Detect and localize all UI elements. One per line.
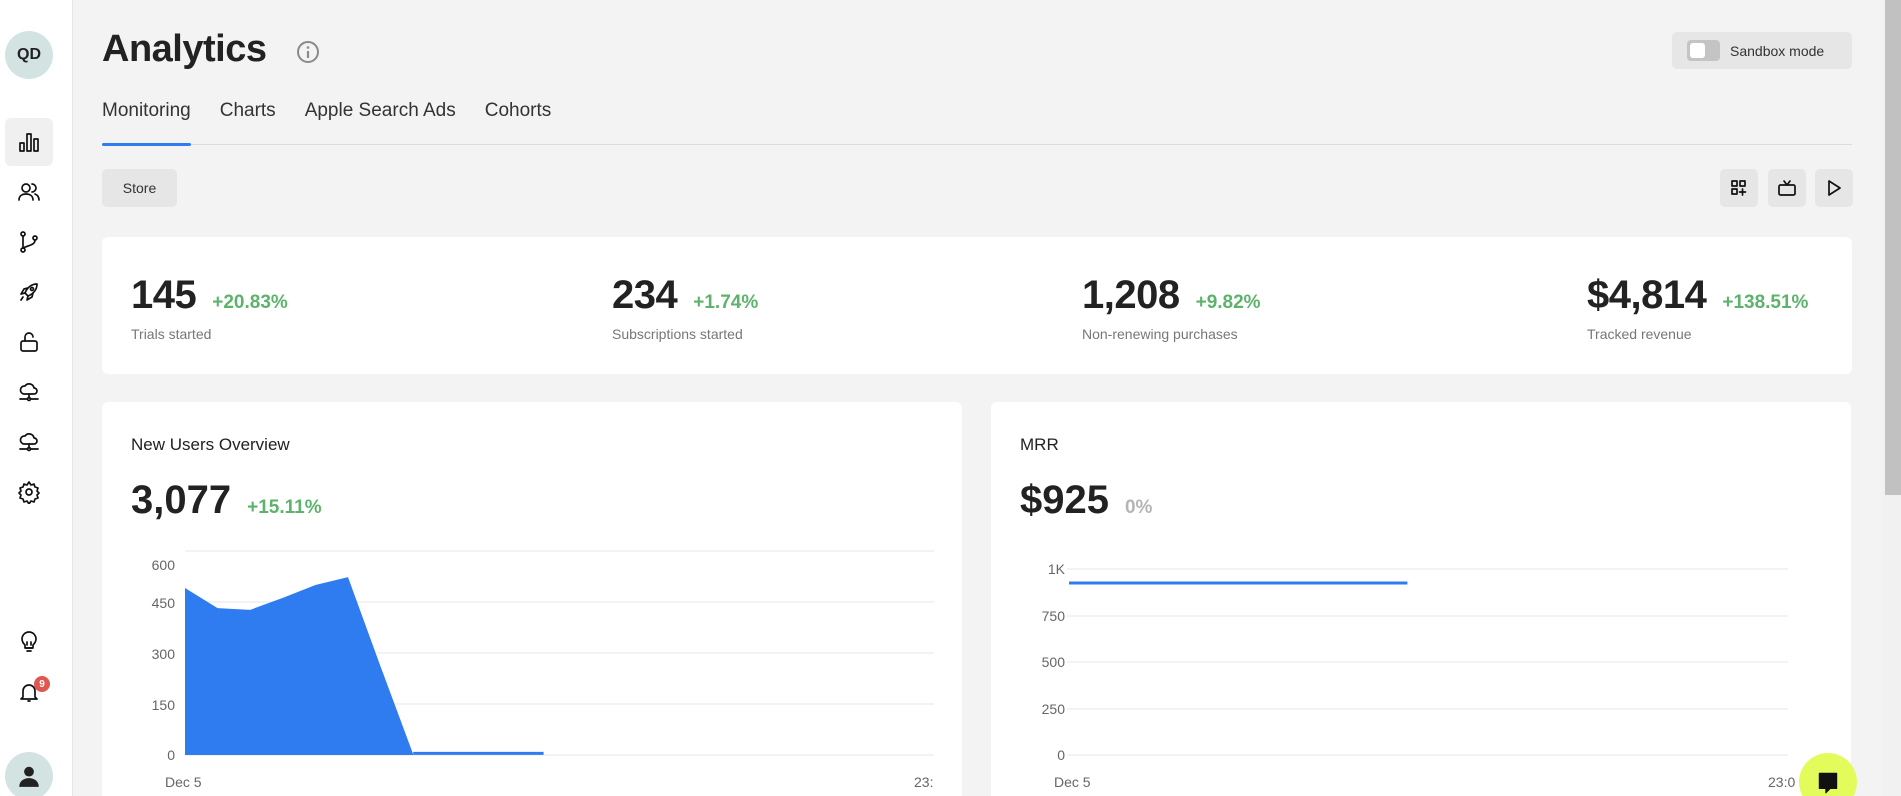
sidebar-item-integrations[interactable] <box>5 218 53 266</box>
kpi-value: $4,814 <box>1587 273 1707 317</box>
org-initials: QD <box>17 46 41 63</box>
tv-icon <box>1778 180 1796 196</box>
rocket-icon <box>20 283 38 301</box>
tab-bar: Monitoring Charts Apple Search Ads Cohor… <box>102 96 1852 146</box>
unlock-icon <box>20 332 38 352</box>
scrollbar-thumb[interactable] <box>1885 0 1901 495</box>
svg-text:450: 450 <box>152 595 176 611</box>
svg-text:500: 500 <box>1042 654 1066 670</box>
sidebar-item-entitlements[interactable] <box>5 318 53 366</box>
svg-text:750: 750 <box>1042 608 1066 624</box>
mrr-card[interactable]: MRR $925 0% 1K 750 500 250 0 Dec 5 23:0 <box>991 402 1851 796</box>
area-series <box>185 577 414 755</box>
svg-text:0: 0 <box>167 747 175 763</box>
sidebar-item-analytics[interactable] <box>5 118 53 166</box>
kpi-delta: +20.83% <box>212 292 288 313</box>
sidebar-item-cloud-b[interactable] <box>5 418 53 466</box>
new-users-overview-card[interactable]: New Users Overview 3,077 +15.11% 600 450… <box>102 402 962 796</box>
chat-icon <box>1818 772 1838 794</box>
kpi-delta: +138.51% <box>1722 292 1809 313</box>
card-title: MRR <box>1020 435 1059 454</box>
x-tick-end: 23: <box>914 774 933 790</box>
kpi-subscriptions-started[interactable]: 234 +1.74% Subscriptions started <box>612 273 758 342</box>
add-widget-button[interactable] <box>1720 169 1758 207</box>
sidebar-item-notifications[interactable]: 9 <box>5 668 53 716</box>
y-grid <box>1067 568 1788 756</box>
card-value: 3,077 <box>131 478 232 522</box>
notification-badge: 9 <box>34 676 50 692</box>
sidebar-item-settings[interactable] <box>5 468 53 516</box>
sandbox-mode-toggle[interactable]: Sandbox mode <box>1672 32 1852 69</box>
info-icon[interactable] <box>296 40 320 64</box>
svg-text:150: 150 <box>152 697 176 713</box>
x-tick-start: Dec 5 <box>165 774 202 790</box>
kpi-label: Tracked revenue <box>1587 326 1692 342</box>
play-button[interactable] <box>1815 169 1853 207</box>
card-title: New Users Overview <box>131 435 290 454</box>
kpi-label: Non-renewing purchases <box>1082 326 1238 342</box>
user-icon <box>19 766 39 787</box>
sidebar-item-cloud-a[interactable] <box>5 368 53 416</box>
card-delta: 0% <box>1124 497 1153 518</box>
card-delta: +15.11% <box>247 497 322 518</box>
svg-text:0: 0 <box>1057 747 1065 763</box>
tab-monitoring[interactable]: Monitoring <box>102 96 191 146</box>
kpi-value: 145 <box>131 273 197 317</box>
user-avatar[interactable] <box>5 752 53 796</box>
lightbulb-icon <box>21 631 37 652</box>
sandbox-mode-label: Sandbox mode <box>1730 42 1825 59</box>
store-filter-button[interactable]: Store <box>102 169 177 207</box>
sidebar-item-ideas[interactable] <box>5 618 53 666</box>
svg-text:600: 600 <box>152 557 176 573</box>
svg-text:300: 300 <box>152 646 176 662</box>
toggle-switch[interactable] <box>1687 40 1720 61</box>
add-widget-icon <box>1731 180 1747 196</box>
branch-icon <box>20 231 38 253</box>
kpi-delta: +9.82% <box>1195 292 1261 313</box>
sidebar-item-customers[interactable] <box>5 168 53 216</box>
kpi-non-renewing-purchases[interactable]: 1,208 +9.82% Non-renewing purchases <box>1082 273 1261 342</box>
tab-charts[interactable]: Charts <box>219 100 276 121</box>
page-title: Analytics <box>102 28 267 70</box>
play-icon <box>1828 180 1841 196</box>
sidebar: QD 9 <box>0 0 73 796</box>
x-tick-start: Dec 5 <box>1054 774 1091 790</box>
tab-cohorts[interactable]: Cohorts <box>484 100 552 121</box>
bar-chart-icon <box>19 133 39 152</box>
new-users-area-chart[interactable]: 600 450 300 150 0 Dec 5 23: <box>102 402 962 796</box>
org-avatar[interactable]: QD <box>5 31 53 79</box>
tv-mode-button[interactable] <box>1768 169 1806 207</box>
kpi-delta: +1.74% <box>693 292 759 313</box>
kpi-value: 234 <box>612 273 678 317</box>
kpi-summary-card: 145 +20.83% Trials started 234 +1.74% Su… <box>102 237 1852 374</box>
card-value: $925 <box>1020 478 1109 522</box>
sidebar-item-launch[interactable] <box>5 268 53 316</box>
svg-text:1K: 1K <box>1048 561 1066 577</box>
kpi-value: 1,208 <box>1082 273 1180 317</box>
x-tick-end: 23:0 <box>1768 774 1795 790</box>
gear-icon <box>18 481 40 504</box>
svg-text:250: 250 <box>1042 701 1066 717</box>
page-scrollbar[interactable] <box>1882 0 1901 796</box>
kpi-label: Subscriptions started <box>612 326 743 342</box>
kpi-label: Trials started <box>131 326 212 342</box>
support-chat-button[interactable] <box>1799 753 1857 796</box>
kpi-tracked-revenue[interactable]: $4,814 +138.51% Tracked revenue <box>1587 273 1808 342</box>
mrr-line-chart[interactable]: 1K 750 500 250 0 Dec 5 23:0 <box>991 402 1851 796</box>
bell-icon <box>20 684 38 702</box>
cloud-network-icon <box>19 433 39 452</box>
kpi-trials-started[interactable]: 145 +20.83% Trials started <box>131 273 288 342</box>
cloud-network-icon <box>19 383 39 402</box>
users-icon <box>18 183 40 201</box>
tab-apple-search-ads[interactable]: Apple Search Ads <box>304 100 456 121</box>
